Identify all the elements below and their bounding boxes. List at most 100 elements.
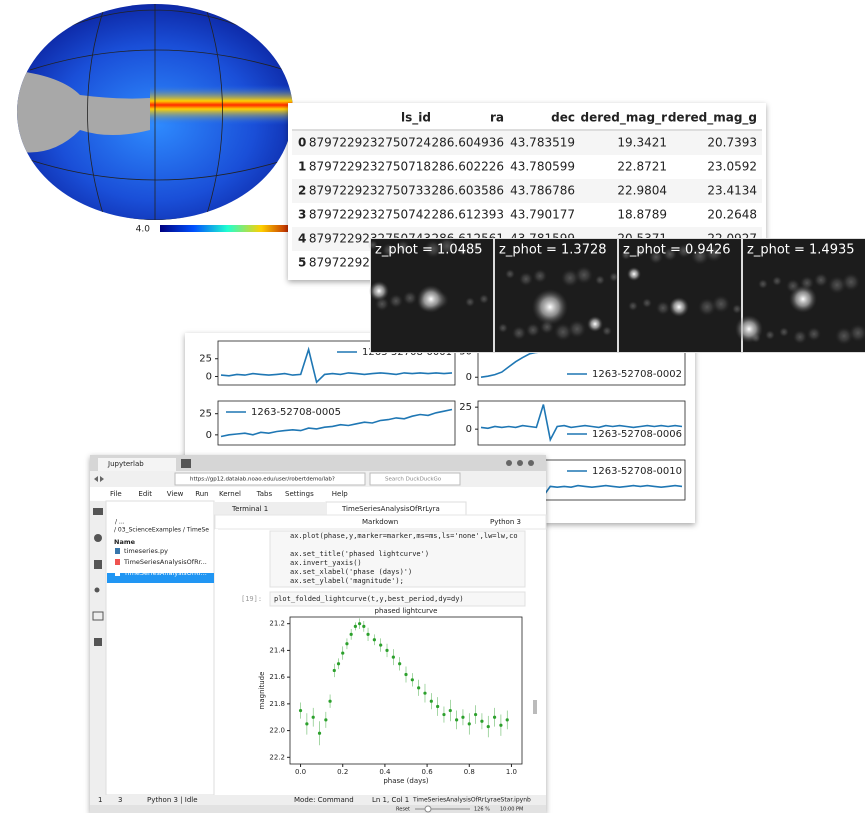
data-point [345,642,348,645]
new-tab[interactable] [181,459,191,468]
menu-item[interactable]: File [110,490,122,498]
cursor-position: Ln 1, Col 1 [372,796,409,804]
code-line: ax.invert_yaxis() [290,559,362,567]
y-axis-label: magnitude [258,672,266,710]
data-point [337,662,340,665]
search-placeholder[interactable]: Search DuckDuckGo [385,477,442,483]
cell-margin [215,529,218,795]
file-name[interactable]: TimeSeriesAnalysisOfRr... [123,569,207,577]
tab-label[interactable]: TimeSeriesAnalysisOfRrLyra [341,505,440,513]
y-tick-label: 21.6 [269,673,285,681]
row-index: 0 [298,136,306,150]
noise [526,323,540,337]
x-tick-label: 1.0 [506,768,517,776]
cell: 22.9804 [617,184,667,198]
zoom-thumb[interactable] [425,806,431,812]
row-index: 1 [298,160,306,174]
zoom-reset[interactable]: Reset [396,807,410,813]
data-point [358,622,361,625]
legend-label: 1263-52708-0010 [592,466,682,477]
x-tick-label: 0.8 [464,768,475,776]
zoom-level: 126 % [474,807,490,813]
y-tick-label: 25 [459,402,472,413]
galaxy [417,285,445,313]
extension-icon[interactable] [94,638,102,646]
window-button[interactable] [506,460,512,466]
column-header: dered_mag_g [668,111,757,126]
y-tick-label: 21.4 [269,646,285,654]
data-point [455,718,458,721]
cell: 23.4134 [707,184,757,198]
y-tick-label: 21.2 [269,620,285,628]
mode: Mode: Command [294,796,354,804]
menu-item[interactable]: Settings [285,490,314,498]
noise [835,327,853,345]
noise [758,279,768,289]
scrollbar[interactable] [533,700,537,714]
data-point [423,692,426,695]
noise [656,301,670,315]
settings-icon[interactable] [95,588,100,593]
menu-item[interactable]: Help [332,490,349,498]
galaxy [627,267,641,281]
window-button[interactable] [528,460,534,466]
cell-type-select[interactable]: Markdown [362,518,398,526]
data-point [411,678,414,681]
window-button[interactable] [517,460,523,466]
cell: 8797229232750718 [309,160,431,174]
data-point [299,709,302,712]
data-point [417,686,420,689]
noise [602,326,612,336]
breadcrumb-root: / ... [115,519,125,526]
menu-item[interactable]: Run [195,490,208,498]
y-tick-label: 0 [466,424,472,435]
data-point [436,705,439,708]
file-icon [115,548,120,554]
sky-map: 4.0 [10,0,310,235]
x-tick-label: 0.2 [337,768,348,776]
menu-item[interactable]: Kernel [219,490,241,498]
plot-frame [290,617,522,764]
data-point [318,732,321,735]
folder-icon[interactable] [93,508,103,515]
data-point [404,673,407,676]
menu-item[interactable]: View [167,490,184,498]
noise [512,326,526,340]
data-point [328,700,331,703]
data-point [461,716,464,719]
kernel-status: Python 3 | Idle [147,796,198,804]
commands-icon[interactable] [94,560,102,569]
file-name[interactable]: TimeSeriesAnalysisOfRr... [123,558,207,566]
data-point [480,720,483,723]
x-tick-label: 0.0 [295,768,306,776]
code-line: ax.set_ylabel('magnitude'); [290,577,404,585]
noise [793,330,807,344]
data-point [305,722,308,725]
file-name[interactable]: timeseries.py [124,547,168,555]
data-point [312,716,315,719]
page: { "skymap": {"colorbar_label": "4.0"}, "… [0,0,865,813]
menu-item[interactable]: Tabs [256,490,273,498]
noise [807,327,821,341]
galaxy [369,281,389,301]
url[interactable]: https://gp12.datalab.noao.edu/user/rober… [190,477,335,483]
data-point [398,662,401,665]
cell: 22.8721 [617,160,667,174]
cell: 43.790177 [510,208,575,222]
row-index: 2 [298,184,306,198]
column-header: dered_mag_r [581,111,668,126]
menu-item[interactable]: Edit [138,490,152,498]
menu-bar [90,487,546,501]
cell: 20.2648 [707,208,757,222]
tab-title[interactable]: Jupyterlab [107,460,144,468]
cutout-label: z_phot = 1.3728 [499,243,607,258]
jupyter-window: Jupyterlab https://gp12.datalab.noao.edu/… [90,455,546,813]
data-point [430,700,433,703]
galaxy [669,297,689,317]
y-tick-label: 0 [206,430,212,441]
noise [765,330,775,340]
tab-label[interactable]: Terminal 1 [231,505,268,513]
running-icon[interactable] [94,534,102,542]
data-point [442,713,445,716]
noise [498,323,508,333]
